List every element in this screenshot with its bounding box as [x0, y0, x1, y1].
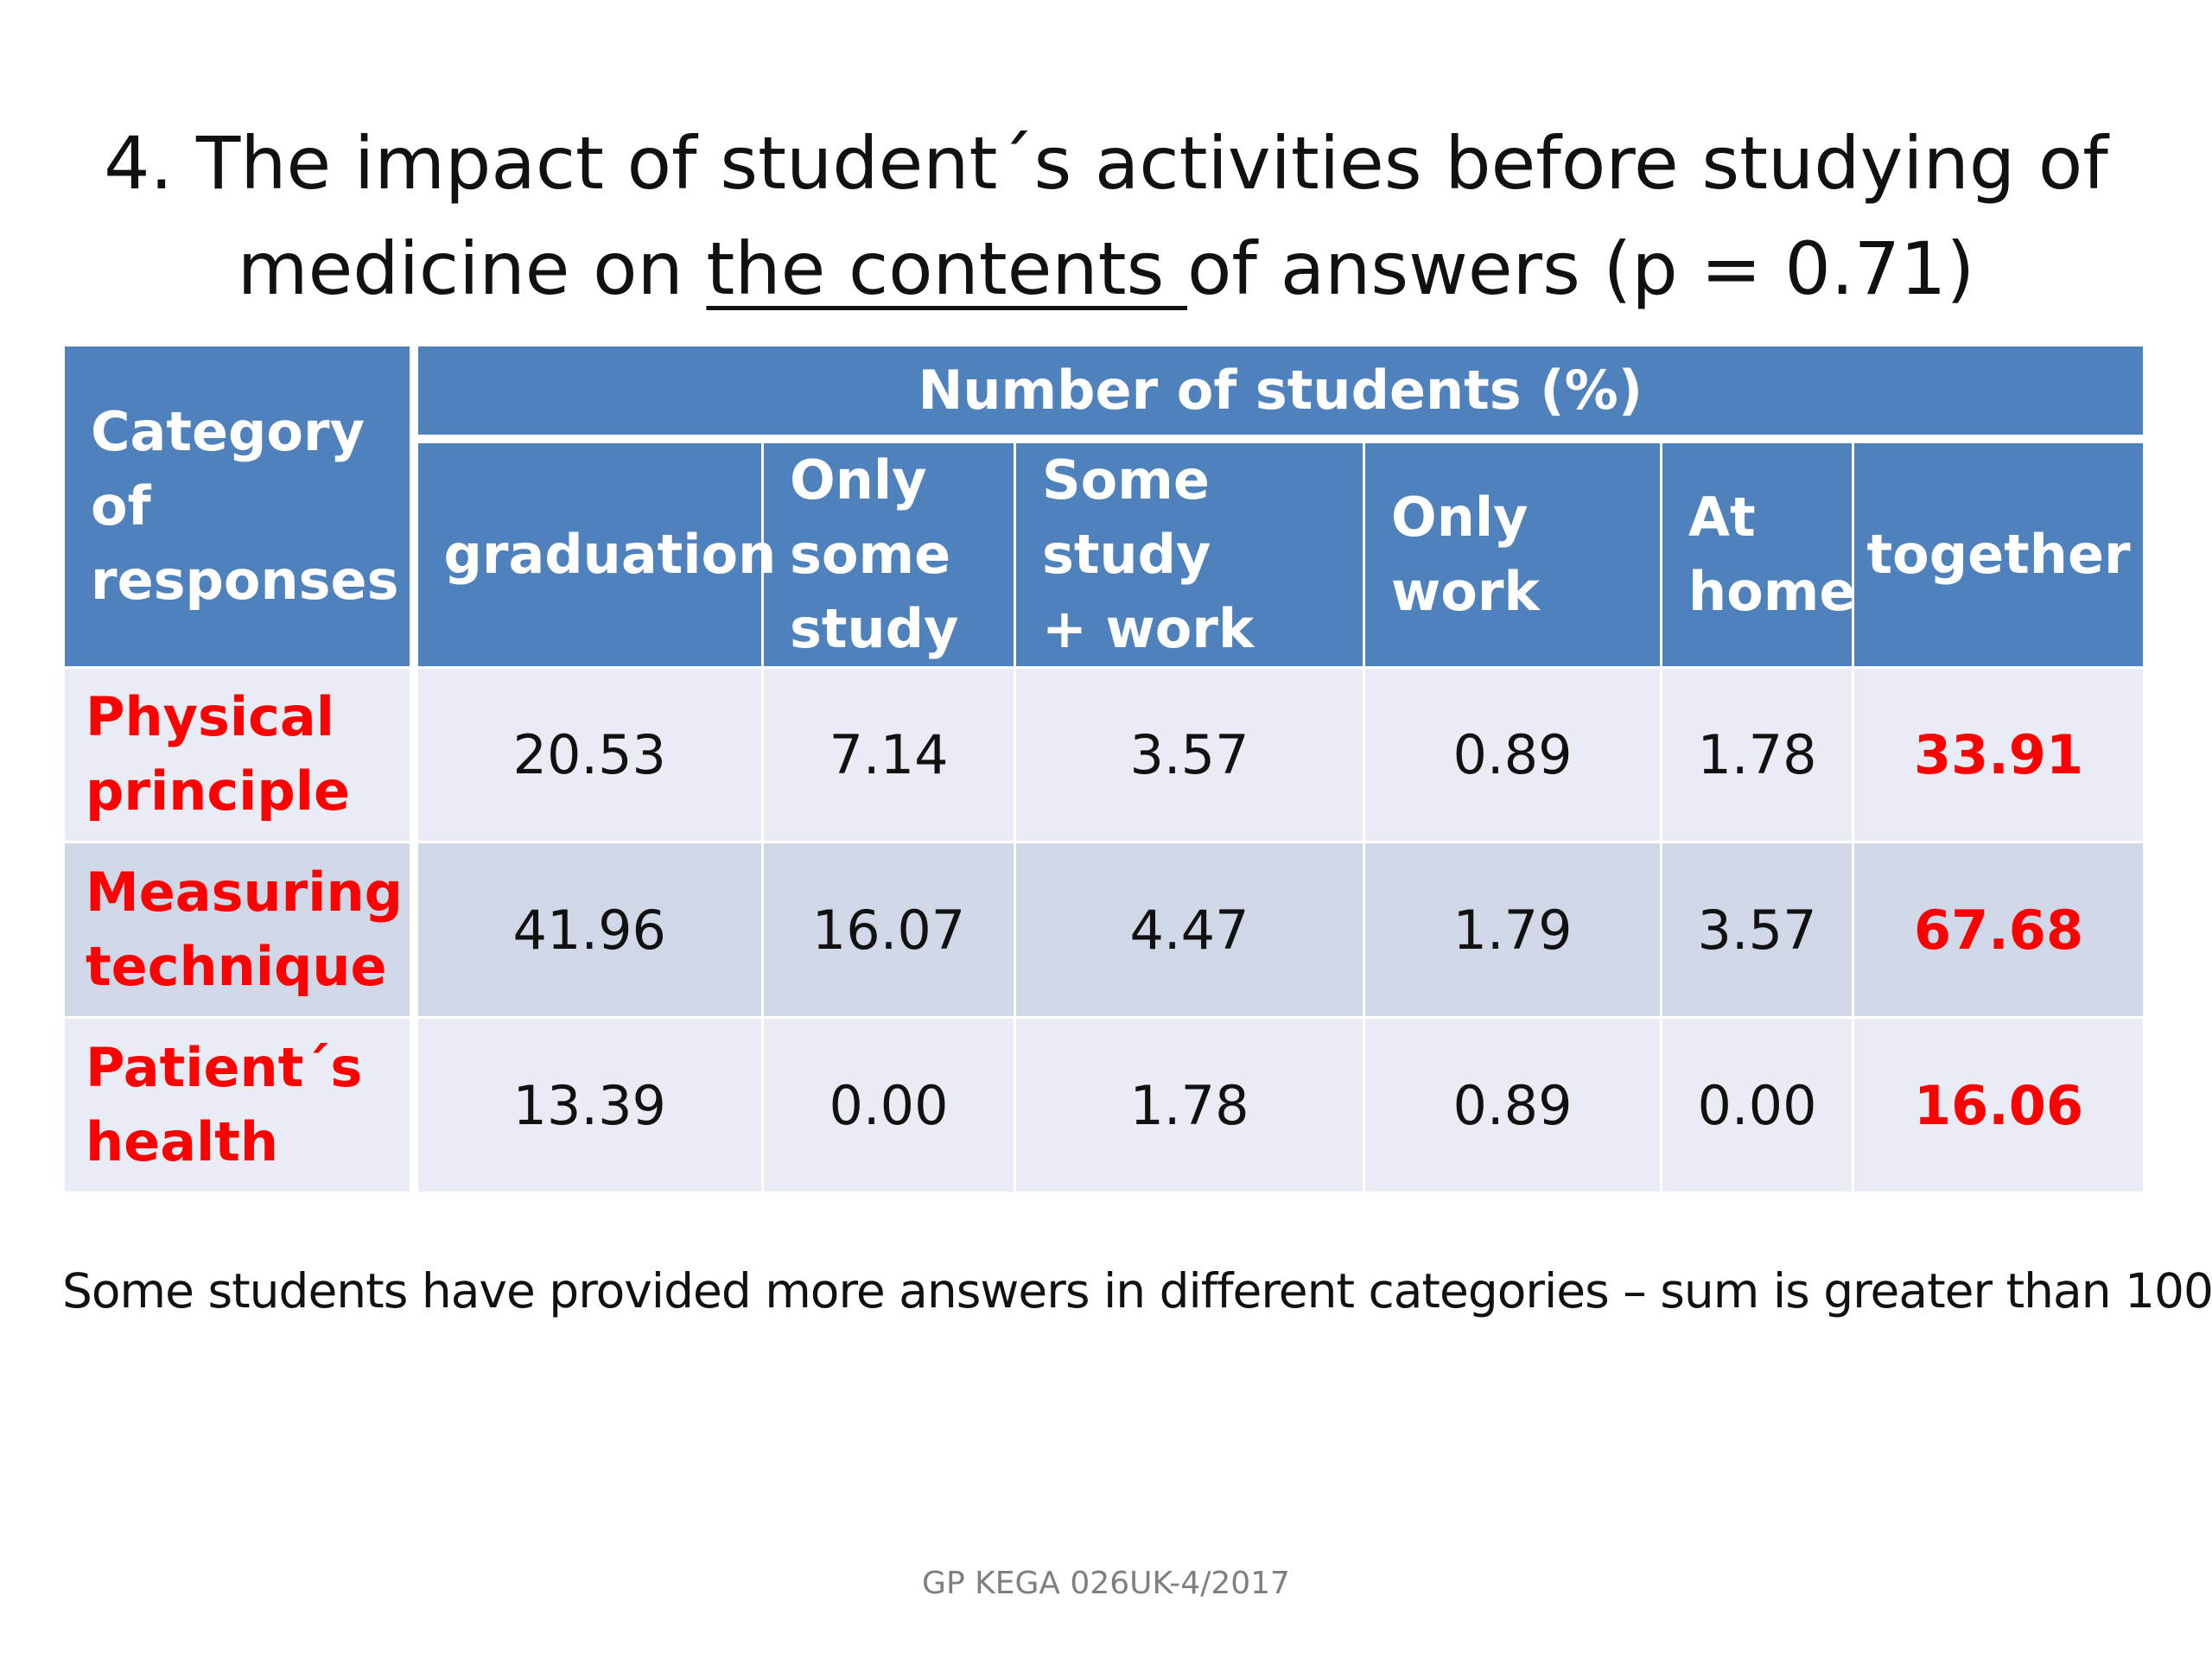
value-cell: 4.47 [1014, 841, 1365, 1020]
column-header-at-home: At home [1660, 437, 1856, 669]
title-line-2-suffix: of answers (p = 0.71) [1187, 226, 1975, 311]
column-header-some-study-work: Some study + work [1014, 437, 1365, 669]
table-row: Patient´s health 13.39 0.00 1.78 0.89 0.00 16.0… [62, 1016, 2146, 1194]
column-header-line: together [1866, 522, 2131, 586]
total-cell: 67.68 [1851, 841, 2146, 1020]
row-label-line-1: Patient´s [86, 1036, 363, 1100]
column-header-only-some-study: Only some study [761, 437, 1016, 669]
category-header-line-1: Category of [91, 399, 365, 537]
value-cell: 0.89 [1363, 1016, 1662, 1194]
column-header-line: home [1688, 559, 1856, 623]
row-label-line-2: technique [86, 935, 387, 999]
total-cell: 33.91 [1851, 665, 2146, 844]
title-line-1: 4. The impact of student´s activities be… [104, 121, 2108, 206]
value-cell: 3.57 [1014, 665, 1365, 844]
title-underlined-phrase: the contents [706, 226, 1188, 311]
number-of-students-header: Number of students (%) [411, 344, 2146, 443]
column-header-line: Some study [1042, 448, 1211, 586]
value-cell: 7.14 [761, 665, 1016, 844]
category-column-header: Category of responses [62, 344, 418, 669]
results-table: Category of responses Number of students… [62, 344, 2146, 1194]
row-label-line-2: health [86, 1110, 279, 1174]
column-header-line: graduation [443, 522, 777, 586]
column-header-line: work [1391, 559, 1540, 623]
value-cell: 0.00 [761, 1016, 1016, 1194]
row-label: Patient´s health [62, 1016, 418, 1194]
table-header: Category of responses Number of students… [62, 344, 2146, 669]
total-cell: 16.06 [1851, 1016, 2146, 1194]
value-cell: 20.53 [412, 665, 764, 844]
value-cell: 1.78 [1660, 665, 1854, 844]
table-row: Physical principle 20.53 7.14 3.57 0.89 1.78 33… [62, 665, 2146, 844]
column-header-line: + work [1042, 596, 1255, 660]
value-cell: 1.79 [1363, 841, 1662, 1020]
header-row-group: Category of responses Number of students… [62, 344, 2146, 669]
footer-project-code: GP KEGA 026UK-4/2017 [922, 1566, 1290, 1601]
row-label-line-1: Measuring [86, 861, 403, 925]
table-row: Measuring technique 41.96 16.07 4.47 1.79 3.57… [62, 841, 2146, 1020]
value-cell: 16.07 [761, 841, 1016, 1020]
row-label: Measuring technique [62, 841, 418, 1020]
value-cell: 13.39 [412, 1016, 764, 1194]
row-label-line-2: principle [86, 760, 351, 823]
slide-title: 4. The impact of student´s activities be… [0, 111, 2212, 321]
column-header-graduation: graduation [412, 437, 776, 669]
value-cell: 3.57 [1660, 841, 1854, 1020]
value-cell: 41.96 [412, 841, 764, 1020]
column-header-together: together [1851, 437, 2146, 669]
footnote: Some students have provided more answers… [62, 1263, 2212, 1319]
value-cell: 1.78 [1014, 1016, 1365, 1194]
column-header-line: Only [790, 448, 927, 512]
column-header-line: study [790, 596, 959, 660]
value-cell: 0.00 [1660, 1016, 1854, 1194]
table-body: Physical principle 20.53 7.14 3.57 0.89 1.78 33… [62, 665, 2146, 1194]
column-header-line: Only [1391, 485, 1529, 549]
title-line-2-prefix: medicine on [237, 226, 707, 311]
column-header-only-work: Only work [1363, 437, 1662, 669]
row-label: Physical principle [62, 665, 418, 844]
column-header-line: At [1688, 485, 1756, 549]
row-label-line-1: Physical [86, 685, 334, 749]
column-header-line: some [790, 522, 951, 586]
value-cell: 0.89 [1363, 665, 1662, 844]
header-row-columns: graduation Only some study Some study + work O… [64, 437, 2146, 669]
category-header-line-2: responses [91, 548, 399, 612]
